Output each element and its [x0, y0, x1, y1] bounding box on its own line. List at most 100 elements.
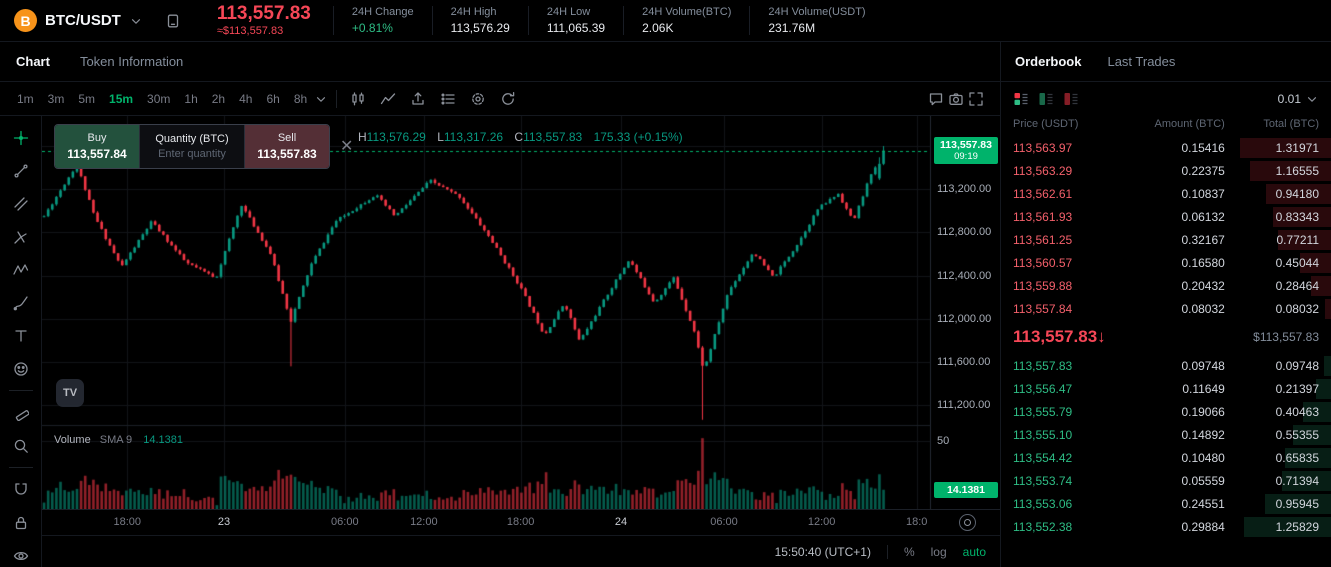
bid-row[interactable]: 113,554.42 0.10480 0.65835 — [1001, 446, 1331, 469]
timeframe-1h[interactable]: 1h — [184, 91, 198, 106]
bid-row[interactable]: 113,555.79 0.19066 0.40463 — [1001, 400, 1331, 423]
timeframe-3m[interactable]: 3m — [47, 91, 65, 106]
quantity-input[interactable] — [146, 148, 238, 160]
eye-tool-icon[interactable] — [8, 544, 34, 567]
xabcd-pattern-tool-icon[interactable] — [8, 258, 34, 281]
percent-scale-button[interactable]: % — [903, 544, 915, 559]
refresh-icon[interactable] — [495, 87, 521, 111]
ask-row[interactable]: 113,560.57 0.16580 0.45044 — [1001, 251, 1331, 274]
magnet-tool-icon[interactable] — [8, 478, 34, 501]
time-axis[interactable]: 18:00 23 06:00 12:00 18:00 24 06:00 12:00 18:0 — [42, 509, 1000, 535]
ask-amount: 0.10837 — [1181, 186, 1225, 201]
time-tick[interactable]: 18:0 — [905, 516, 928, 528]
export-icon[interactable] — [405, 87, 431, 111]
tradingview-logo[interactable]: TV — [56, 379, 84, 407]
timeframe-1m[interactable]: 1m — [17, 91, 34, 106]
drawing-toolbar — [0, 116, 42, 567]
timeframe-15m[interactable]: 15m — [109, 91, 134, 106]
close-widget-icon[interactable]: ✕ — [340, 137, 354, 155]
timeframe-8h[interactable]: 8h — [293, 91, 308, 106]
bid-row[interactable]: 113,552.38 0.29884 1.25829 — [1001, 515, 1331, 538]
ask-amount: 0.20432 — [1181, 278, 1225, 293]
ruler-tool-icon[interactable] — [8, 401, 34, 424]
bid-row[interactable]: 113,555.10 0.14892 0.55355 — [1001, 423, 1331, 446]
ask-row[interactable]: 113,563.29 0.22375 1.16555 — [1001, 159, 1331, 182]
price-axis[interactable]: 113,200.00 112,800.00 112,400.00 112,000.00… — [930, 116, 1000, 509]
parallel-channel-tool-icon[interactable] — [8, 192, 34, 215]
sell-button[interactable]: Sell 113,557.83 — [245, 125, 329, 168]
pitchfork-tool-icon[interactable] — [8, 225, 34, 248]
market-panel-icon[interactable] — [165, 13, 181, 29]
scale-reset-button[interactable] — [959, 514, 976, 531]
last-price-tag[interactable]: 113,557.83 09:19 — [934, 136, 998, 164]
brush-tool-icon[interactable] — [8, 291, 34, 314]
timeframe-6h[interactable]: 6h — [266, 91, 280, 106]
bid-row[interactable]: 113,553.74 0.05559 0.71394 — [1001, 469, 1331, 492]
timeframes-expand-icon[interactable] — [314, 92, 328, 106]
fullscreen-icon[interactable] — [968, 91, 984, 107]
candles-icon[interactable] — [345, 87, 371, 111]
time-tick[interactable]: 06:00 — [331, 516, 359, 528]
lock-tool-icon[interactable] — [8, 511, 34, 534]
snapshot-icon[interactable] — [948, 91, 964, 107]
ask-row[interactable]: 113,563.97 0.15416 1.31971 — [1001, 136, 1331, 159]
ask-row[interactable]: 113,557.84 0.08032 0.08032 — [1001, 297, 1331, 320]
ask-row[interactable]: 113,559.88 0.20432 0.28464 — [1001, 274, 1331, 297]
emoji-tool-icon[interactable] — [8, 357, 34, 380]
time-tick[interactable]: 06:00 — [710, 516, 738, 528]
tab-last-trades[interactable]: Last Trades — [1107, 54, 1176, 69]
ask-price: 113,559.88 — [1013, 278, 1073, 293]
bid-row[interactable]: 113,556.47 0.11649 0.21397 — [1001, 377, 1331, 400]
text-tool-icon[interactable] — [8, 324, 34, 347]
volume-legend: Volume SMA 9 14.1381 — [54, 434, 183, 446]
ask-row[interactable]: 113,561.93 0.06132 0.83343 — [1001, 205, 1331, 228]
time-tick[interactable]: 23 — [217, 516, 231, 528]
bid-amount: 0.29884 — [1181, 519, 1225, 534]
ask-row[interactable]: 113,561.25 0.32167 0.77211 — [1001, 228, 1331, 251]
trend-line-tool-icon[interactable] — [8, 159, 34, 182]
time-tick[interactable]: 18:00 — [113, 516, 141, 528]
gear-icon[interactable] — [465, 87, 491, 111]
log-scale-button[interactable]: log — [930, 544, 947, 559]
toolbar-divider — [8, 467, 33, 468]
time-tick[interactable]: 12:00 — [807, 516, 836, 528]
stat-24h-volume-usdt-: 24H Volume(USDT) 231.76M — [749, 6, 883, 35]
depth-bids-icon[interactable] — [1038, 91, 1054, 107]
magnifier-tool-icon[interactable] — [8, 434, 34, 457]
timeframe-5m[interactable]: 5m — [78, 91, 96, 106]
auto-scale-button[interactable]: auto — [962, 544, 986, 559]
bid-row[interactable]: 113,557.83 0.09748 0.09748 — [1001, 354, 1331, 377]
chart-tools — [345, 87, 521, 111]
chat-icon[interactable] — [928, 91, 944, 107]
timeframe-2h[interactable]: 2h — [211, 91, 226, 106]
buy-button[interactable]: Buy 113,557.84 — [55, 125, 139, 168]
bid-total: 0.09748 — [1275, 358, 1319, 373]
precision-dropdown[interactable]: 0.01 — [1278, 92, 1319, 106]
layout-list-icon[interactable] — [435, 87, 461, 111]
ask-price: 113,561.93 — [1013, 209, 1073, 224]
tab-orderbook[interactable]: Orderbook — [1015, 54, 1082, 69]
price-tick: 112,000.00 — [937, 312, 992, 325]
last-price: 113,557.83 — [216, 3, 311, 25]
indicators-icon[interactable] — [375, 87, 401, 111]
depth-bar — [1281, 470, 1331, 491]
crosshair-tool-icon[interactable] — [8, 126, 34, 149]
candlestick-chart[interactable] — [42, 116, 1000, 509]
clock[interactable]: 15:50:40 (UTC+1) — [774, 544, 871, 559]
symbol-selector[interactable]: B BTC/USDT — [14, 9, 143, 32]
ask-amount: 0.15416 — [1181, 140, 1225, 155]
timeframe-4h[interactable]: 4h — [239, 91, 253, 106]
depth-all-icon[interactable] — [1013, 91, 1029, 107]
bid-amount: 0.24551 — [1181, 496, 1225, 511]
time-tick[interactable]: 18:00 — [506, 516, 535, 528]
timeframe-30m[interactable]: 30m — [147, 91, 171, 106]
ask-row[interactable]: 113,562.61 0.10837 0.94180 — [1001, 182, 1331, 205]
time-tick[interactable]: 24 — [614, 516, 628, 528]
depth-asks-icon[interactable] — [1063, 91, 1079, 107]
tab-token-information[interactable]: Token Information — [79, 54, 184, 69]
tab-chart[interactable]: Chart — [16, 54, 50, 69]
bid-row[interactable]: 113,553.06 0.24551 0.95945 — [1001, 492, 1331, 515]
orderbook-last-price[interactable]: 113,557.83↓ — [1013, 327, 1106, 346]
time-tick[interactable]: 12:00 — [410, 516, 438, 528]
